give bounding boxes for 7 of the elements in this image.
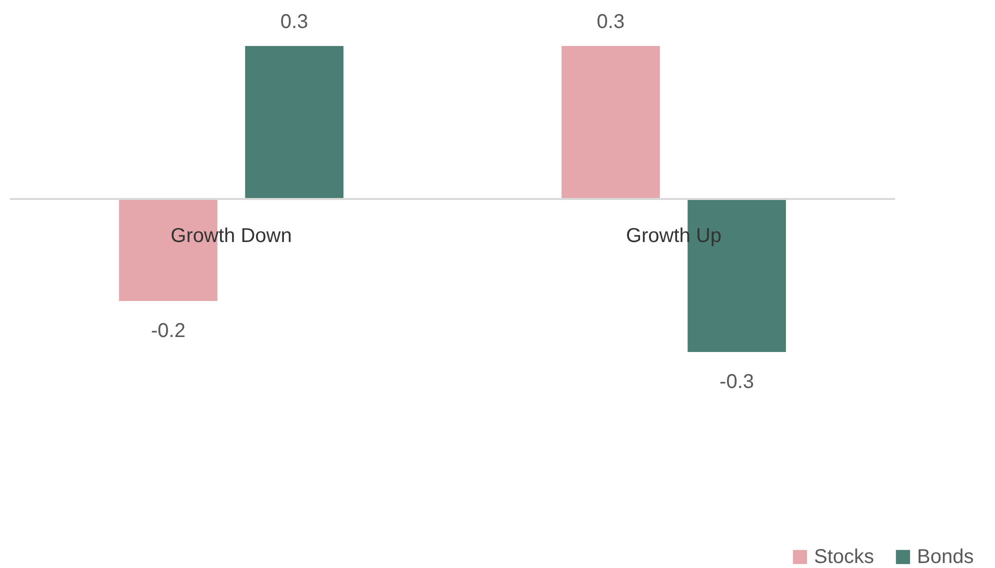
legend-label: Stocks (814, 546, 874, 568)
data-label: 0.3 (596, 11, 625, 34)
data-label: -0.2 (150, 320, 186, 342)
data-label: 0.3 (280, 11, 308, 34)
data-label: -0.3 (720, 371, 754, 394)
x-tick-label: Growth Down (170, 225, 292, 248)
legend-label: Bonds (917, 546, 974, 568)
